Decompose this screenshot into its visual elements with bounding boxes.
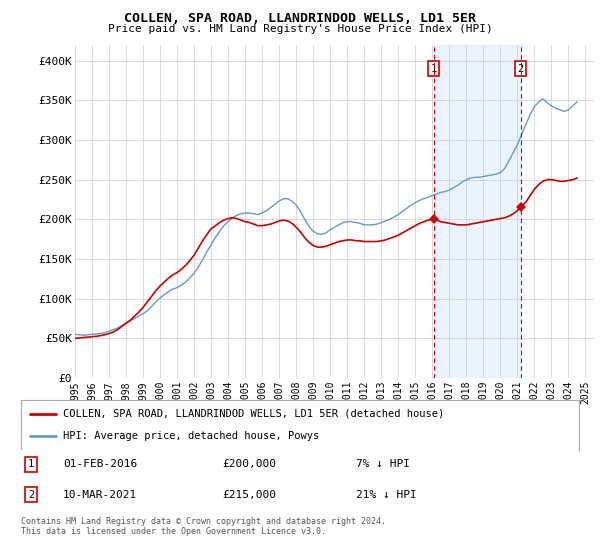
Text: COLLEN, SPA ROAD, LLANDRINDOD WELLS, LD1 5ER (detached house): COLLEN, SPA ROAD, LLANDRINDOD WELLS, LD1… (63, 409, 444, 419)
Text: 1: 1 (28, 460, 34, 469)
Text: £200,000: £200,000 (222, 460, 276, 469)
Text: 1: 1 (431, 64, 437, 73)
Text: 2: 2 (28, 490, 34, 500)
Text: £215,000: £215,000 (222, 490, 276, 500)
Text: 10-MAR-2021: 10-MAR-2021 (63, 490, 137, 500)
Text: HPI: Average price, detached house, Powys: HPI: Average price, detached house, Powy… (63, 431, 319, 441)
Text: 2: 2 (518, 64, 524, 73)
Text: 7% ↓ HPI: 7% ↓ HPI (356, 460, 410, 469)
Text: Contains HM Land Registry data © Crown copyright and database right 2024.
This d: Contains HM Land Registry data © Crown c… (21, 517, 386, 536)
Text: 01-FEB-2016: 01-FEB-2016 (63, 460, 137, 469)
Text: Price paid vs. HM Land Registry's House Price Index (HPI): Price paid vs. HM Land Registry's House … (107, 24, 493, 34)
Text: COLLEN, SPA ROAD, LLANDRINDOD WELLS, LD1 5ER: COLLEN, SPA ROAD, LLANDRINDOD WELLS, LD1… (124, 12, 476, 25)
Text: 21% ↓ HPI: 21% ↓ HPI (356, 490, 416, 500)
Bar (434, 45, 521, 378)
